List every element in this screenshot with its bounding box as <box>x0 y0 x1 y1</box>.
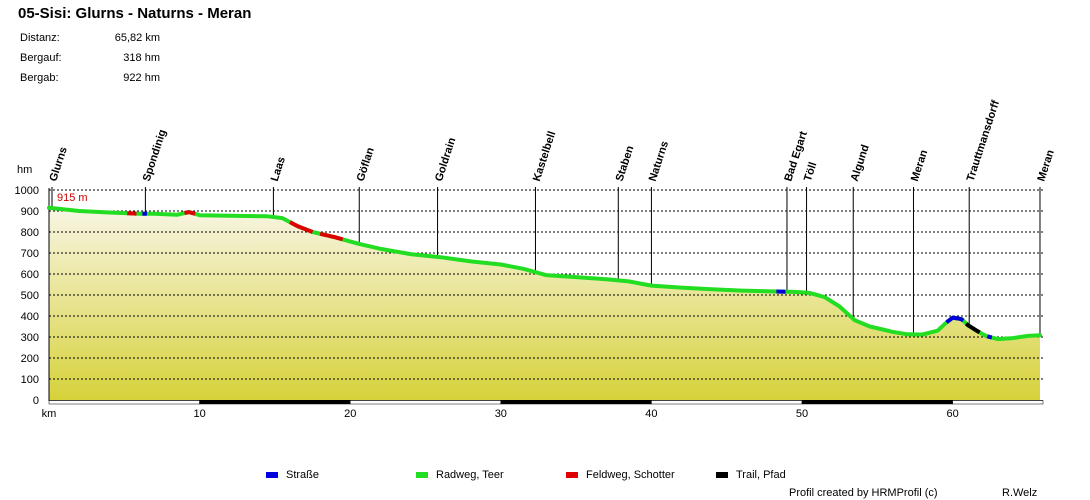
y-tick-label: 300 <box>21 332 39 344</box>
x-tick-label: 10 <box>193 408 205 420</box>
waypoint-label: Goldrain <box>433 136 458 183</box>
legend-swatch-road <box>266 472 278 478</box>
surface-segment <box>986 334 993 340</box>
surface-segment <box>964 322 981 335</box>
x-tick-label: 30 <box>495 408 507 420</box>
stat-descent-value: 922 hm <box>123 72 160 84</box>
y-tick-label: 500 <box>21 290 39 302</box>
waypoint-label: Töll <box>802 161 819 183</box>
waypoint-label: Kastelbell <box>531 130 558 183</box>
legend-label-gravel: Feldweg, Schotter <box>586 469 675 481</box>
stat-descent-label: Bergab: <box>20 72 59 84</box>
legend-swatch-gravel <box>566 472 578 478</box>
stat-distance-value: 65,82 km <box>114 32 160 44</box>
x-tick-label: 20 <box>344 408 356 420</box>
y-tick-label: 700 <box>21 248 39 260</box>
waypoint-label: Laas <box>269 155 288 183</box>
legend-swatch-trail <box>716 472 728 478</box>
page-title: 05-Sisi: Glurns - Naturns - Meran <box>18 5 252 22</box>
x-axis-label: km <box>42 408 57 420</box>
scale-band <box>651 400 803 405</box>
y-tick-label: 800 <box>21 227 39 239</box>
y-tick-label: 600 <box>21 269 39 281</box>
y-axis-label: hm <box>17 164 32 176</box>
scale-band <box>500 400 652 405</box>
stat-ascent-label: Bergauf: <box>20 52 62 64</box>
y-tick-label: 100 <box>21 374 39 386</box>
scale-band <box>48 400 200 405</box>
legend-swatch-cycleway <box>416 472 428 478</box>
waypoint-label: Trauttmansdorff <box>965 99 1003 183</box>
start-elevation-label: 915 m <box>57 192 88 204</box>
y-tick-label: 1000 <box>15 185 39 197</box>
scale-band <box>801 400 953 405</box>
y-tick-label: 200 <box>21 353 39 365</box>
stat-distance-label: Distanz: <box>20 32 60 44</box>
waypoint-label: Spondinig <box>141 128 169 183</box>
y-tick-label: 900 <box>21 206 39 218</box>
surface-segment <box>945 315 965 324</box>
scale-band <box>199 400 351 405</box>
credit-text: Profil created by HRMProfil (c) <box>789 487 938 499</box>
legend-label-trail: Trail, Pfad <box>736 469 786 481</box>
surface-segment <box>184 210 196 216</box>
y-tick-label: 0 <box>33 395 39 407</box>
x-tick-label: 60 <box>947 408 959 420</box>
scale-band <box>349 400 502 405</box>
waypoint-label: Göflan <box>355 146 377 183</box>
legend-label-road: Straße <box>286 469 320 481</box>
surface-segment <box>319 231 344 242</box>
waypoint-label: Naturns <box>647 140 671 183</box>
waypoint-label: Staben <box>614 144 637 183</box>
elevation-area <box>49 207 1040 400</box>
stat-ascent-value: 318 hm <box>123 52 160 64</box>
x-tick-label: 40 <box>645 408 657 420</box>
scale-band <box>952 400 1044 405</box>
waypoint-label: Algund <box>849 143 872 183</box>
legend-label-cycleway: Radweg, Teer <box>436 469 504 481</box>
surface-segment <box>289 220 314 234</box>
y-tick-label: 400 <box>21 311 39 323</box>
waypoint-label: Meran <box>1035 148 1057 183</box>
author-text: R.Welz <box>1002 487 1038 499</box>
waypoint-label: Meran <box>909 148 931 183</box>
x-tick-label: 50 <box>796 408 808 420</box>
waypoint-label: Glurns <box>47 146 69 183</box>
